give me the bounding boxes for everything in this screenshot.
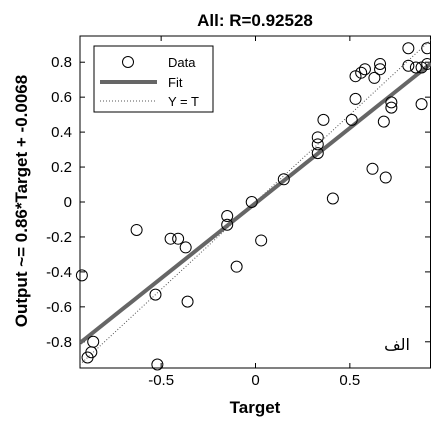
chart-title: All: R=0.92528 (197, 11, 313, 30)
data-point (421, 57, 431, 70)
data-point (402, 42, 415, 55)
data-point (311, 131, 324, 144)
x-tick-label: -0.5 (148, 372, 174, 389)
data-point (149, 288, 162, 301)
legend: Data Fit Y = T (93, 45, 214, 113)
data-point (326, 192, 339, 205)
data-point (172, 232, 185, 245)
y-axis-label: Output ~= 0.86*Target + -0.0068 (12, 75, 31, 327)
data-point (415, 61, 428, 74)
data-point (421, 42, 431, 55)
data-point (230, 260, 243, 273)
data-point (87, 335, 100, 348)
y-tick-label: 0.6 (51, 89, 72, 106)
y-tick-label: -0.2 (46, 229, 72, 246)
data-point (311, 147, 324, 160)
data-point (402, 59, 415, 72)
data-point (255, 234, 268, 247)
y-tick-label: 0.8 (51, 54, 72, 71)
data-point (349, 70, 362, 83)
data-point (366, 162, 379, 175)
y-tick-label: -0.8 (46, 334, 72, 351)
y-tick-label: -0.4 (46, 264, 72, 281)
y-tick-label: 0.4 (51, 124, 72, 141)
y-tick-label: 0.2 (51, 159, 72, 176)
data-point (181, 295, 194, 308)
data-point (385, 96, 398, 109)
data-point (221, 209, 234, 222)
data-point (377, 115, 390, 128)
y-tick-label: -0.6 (46, 299, 72, 316)
x-tick-label: 0 (251, 372, 259, 389)
legend-box (93, 45, 214, 113)
data-point (277, 173, 290, 186)
data-point (368, 71, 381, 84)
corner-annotation: الف (384, 335, 410, 354)
legend-label-data: Data (168, 55, 196, 70)
data-point (75, 269, 88, 282)
data-point (311, 138, 324, 151)
data-point (409, 61, 422, 74)
data-point (379, 171, 392, 184)
data-point (164, 232, 177, 245)
data-point (130, 223, 143, 236)
data-point (385, 101, 398, 114)
data-point (355, 66, 368, 79)
y-tick-label: 0 (64, 194, 72, 211)
data-point (374, 57, 387, 70)
data-point (221, 218, 234, 231)
data-point (415, 98, 428, 111)
legend-label-yt: Y = T (168, 94, 199, 109)
legend-data-marker (122, 56, 134, 68)
legend-label-fit: Fit (168, 75, 183, 90)
data-point (179, 241, 192, 254)
data-point (151, 358, 164, 371)
data-point (245, 196, 258, 208)
x-axis-label: Target (230, 398, 281, 417)
data-point (349, 92, 362, 105)
data-point (374, 63, 387, 76)
data-point (358, 63, 371, 76)
x-tick-label: 0.5 (339, 372, 360, 389)
fit-line (80, 61, 431, 345)
data-point (317, 113, 330, 126)
data-point (345, 113, 358, 126)
